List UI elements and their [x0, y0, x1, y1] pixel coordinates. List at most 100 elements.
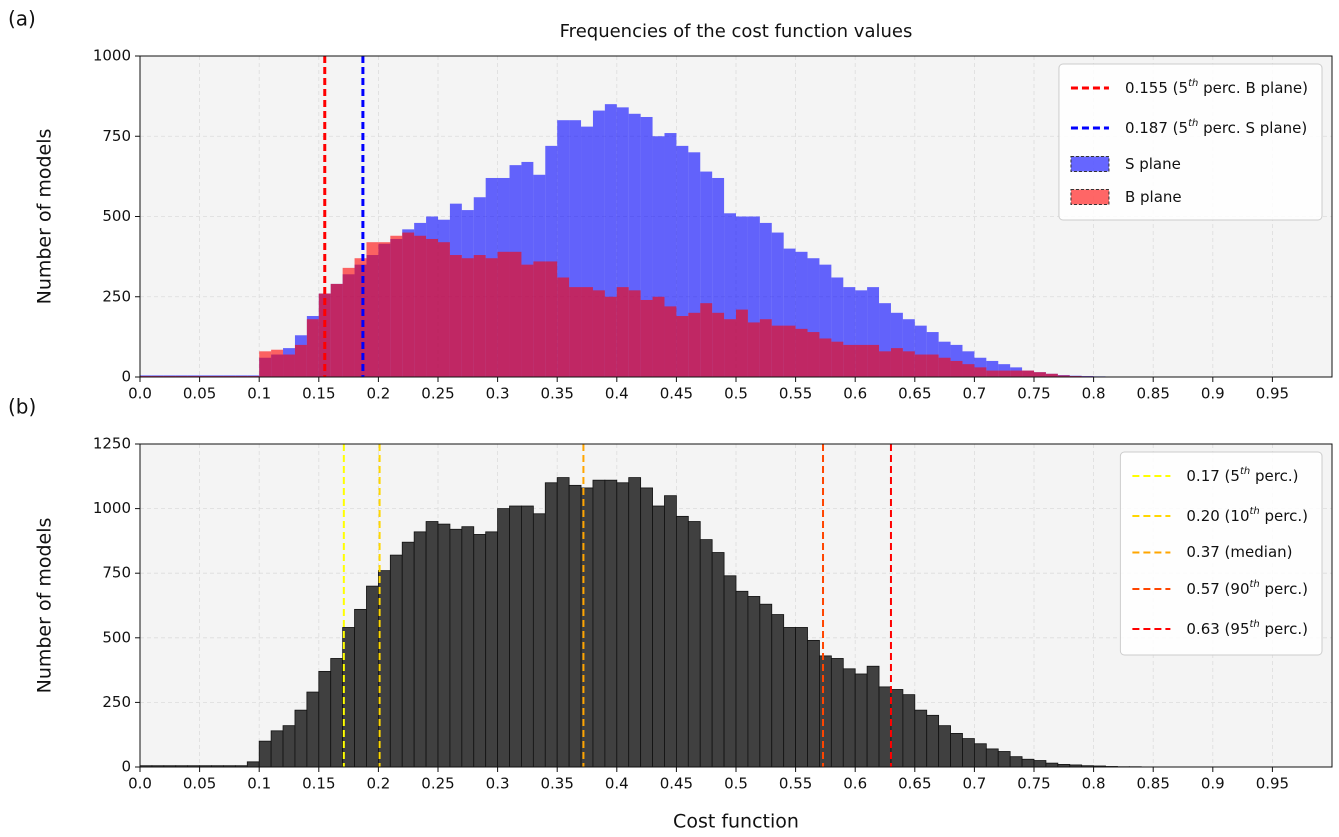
histogram-bar: [497, 508, 510, 768]
histogram-bar: [401, 541, 415, 768]
histogram-bar: [890, 312, 903, 377]
histogram-bar: [402, 232, 415, 377]
histogram-bar: [640, 299, 653, 377]
histogram-bar: [759, 603, 773, 768]
x-tick-label: 0.4: [605, 775, 629, 793]
x-tick-label: 0.75: [1017, 775, 1050, 793]
histogram-bar: [878, 686, 892, 768]
histogram-bar: [652, 296, 665, 377]
histogram-bar: [795, 328, 808, 377]
histogram-bar: [1022, 370, 1034, 377]
histogram-bar: [819, 264, 832, 377]
histogram-bar: [592, 479, 606, 768]
histogram-bar: [306, 691, 320, 768]
histogram-bar: [699, 539, 713, 768]
histogram-bar: [604, 296, 617, 377]
x-tick-label: 0.85: [1136, 385, 1169, 403]
histogram-bar: [485, 258, 498, 377]
histogram-bar: [283, 354, 295, 377]
histogram-bar: [568, 484, 582, 768]
histogram-bar: [902, 319, 915, 377]
histogram-bar: [688, 312, 701, 377]
histogram-bar: [914, 709, 928, 768]
legend-label: 0.187 (5th perc. S plane): [1125, 118, 1307, 137]
histogram-bar: [747, 216, 760, 377]
histogram-bar: [521, 264, 534, 377]
x-tick-label: 0.7: [962, 385, 986, 403]
x-tick-label: 0.55: [779, 385, 812, 403]
x-tick-label: 0.45: [660, 385, 693, 403]
histogram-bar: [449, 255, 462, 377]
y-tick-label: 750: [102, 127, 131, 145]
legend-label: 0.20 (10th perc.): [1186, 506, 1308, 525]
legend-label: 0.155 (5th perc. B plane): [1125, 78, 1308, 97]
histogram-bar: [855, 344, 868, 377]
y-tick-label: 1000: [93, 47, 131, 65]
histogram-bar: [1045, 373, 1058, 377]
legend-label: 0.17 (5th perc.): [1186, 466, 1298, 485]
x-tick-label: 0.65: [898, 775, 931, 793]
legend-patch: [1070, 156, 1110, 172]
histogram-bar: [1057, 375, 1070, 377]
x-tick-label: 0.35: [540, 385, 573, 403]
histogram-bar: [592, 290, 605, 377]
histogram-bar: [640, 487, 653, 768]
y-tick-label: 250: [102, 693, 131, 711]
histogram-bar: [461, 258, 474, 377]
histogram-bar: [461, 526, 475, 768]
histogram-bar: [712, 312, 725, 377]
y-tick-label: 500: [102, 207, 131, 225]
histogram-bar: [914, 354, 927, 377]
histogram-bar: [867, 287, 880, 377]
y-tick-label: 1000: [93, 499, 131, 517]
x-tick-label: 0.8: [1082, 385, 1106, 403]
histogram-bar: [259, 351, 272, 377]
x-tick-label: 0.85: [1136, 775, 1169, 793]
legend-label: B plane: [1125, 188, 1182, 206]
histogram-bar: [628, 290, 641, 377]
histogram-bar: [1009, 756, 1023, 768]
histogram-bar: [413, 531, 427, 768]
y-tick-label: 1250: [93, 435, 131, 453]
legend-patch: [1070, 189, 1110, 205]
histogram-bar: [557, 277, 570, 377]
histogram-bar: [914, 325, 927, 377]
x-tick-label: 0.5: [724, 775, 748, 793]
histogram-bar: [890, 689, 904, 768]
histogram-bar: [902, 351, 915, 377]
histogram-bar: [616, 482, 630, 768]
x-tick-label: 0.7: [962, 775, 986, 793]
histogram-bar: [616, 287, 629, 377]
histogram-bar: [652, 136, 665, 377]
histogram-bar: [569, 120, 582, 377]
x-tick-label: 0.05: [183, 385, 216, 403]
x-tick-label: 0.5: [724, 385, 748, 403]
histogram-bar: [747, 596, 761, 768]
histogram-bar: [509, 251, 522, 377]
histogram-bar: [867, 344, 880, 377]
histogram-bar: [521, 505, 534, 768]
histogram-bar: [783, 325, 796, 377]
histogram-bar: [294, 344, 307, 377]
histogram-bar: [485, 531, 498, 768]
histogram-bar: [807, 258, 820, 377]
histogram-bar: [616, 107, 629, 378]
histogram-bar: [318, 670, 332, 768]
histogram-bar: [378, 242, 391, 377]
histogram-bar: [294, 709, 308, 768]
histogram-bar: [581, 126, 593, 378]
histogram-bar: [926, 714, 940, 768]
histogram-bar: [1010, 370, 1023, 377]
legend: 0.155 (5th perc. B plane) 0.187 (5th perc…: [1058, 63, 1323, 221]
histogram-bar: [628, 477, 642, 768]
histogram-bar: [950, 360, 963, 377]
histogram-bar: [330, 658, 344, 768]
legend-box: [1058, 63, 1323, 221]
histogram-bar: [819, 338, 832, 377]
histogram-bar: [533, 261, 546, 377]
histogram-bar: [556, 477, 570, 768]
histogram-bar: [1033, 760, 1047, 768]
histogram-bar: [724, 213, 736, 377]
histogram-bar: [962, 364, 975, 377]
